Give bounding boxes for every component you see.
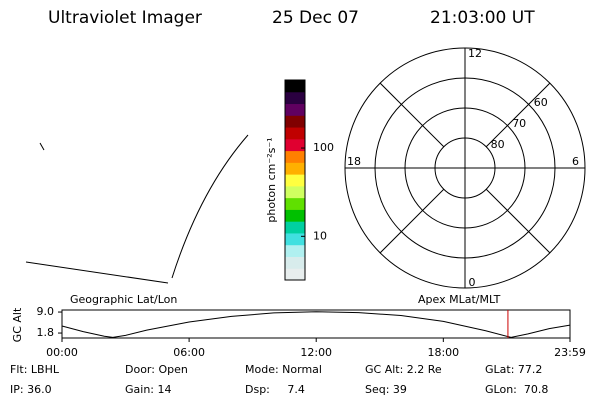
coastlines: [25, 134, 249, 284]
color-stripe: [285, 209, 305, 222]
status-field: Gain: 14: [125, 383, 172, 396]
status-field: GLat: 77.2: [485, 363, 542, 376]
color-stripe: [285, 244, 305, 257]
polar-diagonal: [379, 188, 445, 254]
color-stripe: [285, 127, 305, 140]
color-stripe: [285, 115, 305, 128]
color-stripe: [285, 80, 305, 93]
y-axis-label: GC Alt: [11, 307, 24, 342]
title: Ultraviolet Imager: [48, 8, 202, 28]
color-stripe: [285, 103, 305, 116]
mlt-label: 6: [572, 155, 579, 168]
date: 25 Dec 07: [272, 8, 359, 28]
coastline: [25, 261, 169, 284]
mlt-label: 0: [469, 276, 476, 289]
color-stripe: [285, 221, 305, 234]
status-field: Dsp: 7.4: [245, 383, 305, 396]
coastline: [171, 134, 249, 279]
color-stripe: [285, 138, 305, 152]
apex-label: Apex MLat/MLT: [418, 293, 501, 306]
time: 21:03:00 UT: [430, 8, 535, 28]
ring-label: 70: [512, 117, 526, 130]
mlt-label: 18: [347, 155, 361, 168]
x-tick-label: 00:00: [46, 346, 78, 359]
status-field: IP: 36.0: [10, 383, 52, 396]
x-tick-label: 12:00: [300, 346, 332, 359]
color-stripe: [285, 162, 305, 175]
color-stripe: [285, 150, 305, 163]
status-field: Seq: 39: [365, 383, 407, 396]
status-field: Mode: Normal: [245, 363, 322, 376]
color-stripe: [285, 174, 305, 187]
ring-label: 80: [491, 138, 505, 151]
status-field: Flt: LBHL: [10, 363, 60, 376]
polar-diagonal: [379, 82, 445, 148]
polar-diagonal: [485, 188, 551, 254]
x-tick-label: 23:59: [554, 346, 586, 359]
color-stripe: [285, 185, 305, 199]
map-label: Geographic Lat/Lon: [70, 293, 177, 306]
x-tick-label: 06:00: [173, 346, 205, 359]
y-tick-label: 9.0: [37, 305, 55, 318]
plot-frame: [61, 309, 571, 339]
status-field: GC Alt: 2.2 Re: [365, 363, 442, 376]
color-stripe: [285, 91, 305, 105]
coastline: [39, 142, 45, 151]
x-tick-label: 18:00: [427, 346, 459, 359]
ring-label: 60: [534, 96, 548, 109]
polar-diagonal: [485, 82, 551, 148]
color-stripe: [285, 232, 305, 246]
color-stripe: [285, 197, 305, 210]
gc-alt-line: [61, 311, 571, 338]
colorbar-tick-label: 100: [313, 141, 334, 154]
color-stripe: [285, 256, 305, 269]
colorbar-tick-label: 10: [313, 229, 327, 242]
mlt-label: 12: [468, 47, 482, 60]
colorbar-frame: [284, 79, 306, 281]
colorbar-label: photon cm⁻²s⁻¹: [265, 137, 278, 222]
status-field: GLon: 70.8: [485, 383, 548, 396]
color-stripe: [285, 268, 305, 281]
status-field: Door: Open: [125, 363, 188, 376]
y-tick-label: 1.8: [37, 326, 55, 339]
